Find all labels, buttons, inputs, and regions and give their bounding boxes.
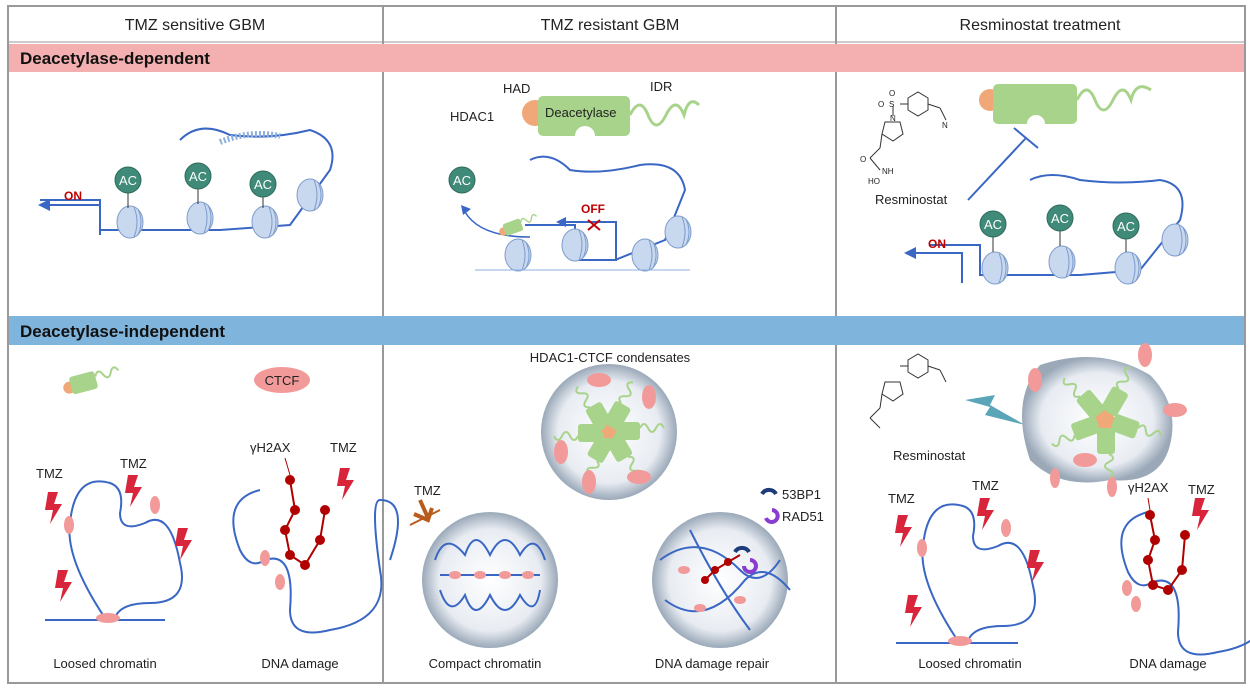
band-dependent-label: Deacetylase-dependent (20, 49, 210, 68)
ac-label: AC (453, 173, 471, 188)
had-label: HAD (503, 81, 530, 96)
band-dependent (9, 44, 1244, 72)
rad51-legend-label: RAD51 (782, 509, 824, 524)
resminostat-label: Resminostat (875, 192, 948, 207)
column-header-resistant: TMZ resistant GBM (541, 17, 680, 34)
chromatin-on-sensitive (38, 127, 334, 239)
chem-atom: S (889, 100, 894, 109)
chem-atom: N (942, 121, 948, 130)
caption-loosed-chromatin: Loosed chromatin (53, 656, 156, 671)
rad51-legend-icon (764, 508, 780, 524)
tmz-label: TMZ (888, 491, 915, 506)
tmz-label: TMZ (1188, 482, 1215, 497)
tmz-label: TMZ (414, 483, 441, 498)
column-header-treatment: Resminostat treatment (960, 17, 1122, 34)
ctcf-free (1107, 477, 1117, 497)
outer-frame (7, 5, 1246, 684)
status-off: OFF (581, 202, 605, 216)
tmz-label: TMZ (36, 466, 63, 481)
53bp1-legend-label: 53BP1 (782, 487, 821, 502)
ac-label: AC (254, 177, 272, 192)
resminostat-label: Resminostat (893, 448, 966, 463)
status-on: ON (64, 189, 82, 203)
chem-atom: O (889, 89, 895, 98)
compact-chromatin (409, 499, 558, 648)
chem-atom: N (890, 114, 896, 123)
ac-label: AC (189, 169, 207, 184)
idr-label: IDR (650, 79, 672, 94)
hdac1-ctcf-condensate (541, 364, 677, 500)
loosed-chromatin-treatment (895, 498, 1044, 646)
resminostat-structure-2 (869, 353, 947, 429)
gh2ax-label: γH2AX (250, 440, 291, 455)
tmz-label: TMZ (972, 478, 999, 493)
deacetylase-label: Deacetylase (545, 105, 617, 120)
caption-dna-damage: DNA damage (261, 656, 338, 671)
ctcf-label: CTCF (265, 373, 300, 388)
band-independent (9, 316, 1244, 345)
dna-damage-sensitive (232, 457, 399, 634)
ac-label: AC (984, 217, 1002, 232)
ac-label: AC (119, 173, 137, 188)
chromatin-on-treatment (904, 174, 1189, 285)
53bp1-legend-icon (760, 487, 778, 496)
resminostat-structure (869, 91, 947, 171)
ctcf-protein (254, 367, 310, 393)
dna-damage-treatment (1120, 497, 1250, 656)
tmz-label: TMZ (120, 456, 147, 471)
caption-loosed-chromatin: Loosed chromatin (918, 656, 1021, 671)
loosed-chromatin-sensitive (45, 475, 192, 623)
caption-dna-damage: DNA damage (1129, 656, 1206, 671)
ac-label: AC (1051, 211, 1069, 226)
disrupted-condensate (1022, 343, 1187, 488)
caption-compact-chromatin: Compact chromatin (429, 656, 542, 671)
caption-dna-damage-repair: DNA damage repair (655, 656, 770, 671)
chromatin-off-resistant (448, 155, 692, 272)
ac-label: AC (1117, 219, 1135, 234)
chem-atom: O (860, 155, 866, 164)
chem-atom: HO (868, 177, 880, 186)
hdac1-domain-schematic (522, 96, 701, 136)
column-header-sensitive: TMZ sensitive GBM (125, 17, 265, 34)
disruption-bolt-icon (965, 395, 1025, 425)
chem-atom: O (878, 100, 884, 109)
chem-atom: NH (882, 167, 894, 176)
condensates-title: HDAC1-CTCF condensates (530, 350, 691, 365)
band-independent-label: Deacetylase-independent (20, 322, 225, 341)
tmz-label: TMZ (330, 440, 357, 455)
hdac1-inhibited (967, 84, 1152, 201)
hdac1-label: HDAC1 (450, 109, 494, 124)
gh2ax-label: γH2AX (1128, 480, 1169, 495)
status-on: ON (928, 237, 946, 251)
dna-damage-repair (652, 512, 791, 648)
hdac1-free (59, 363, 123, 398)
